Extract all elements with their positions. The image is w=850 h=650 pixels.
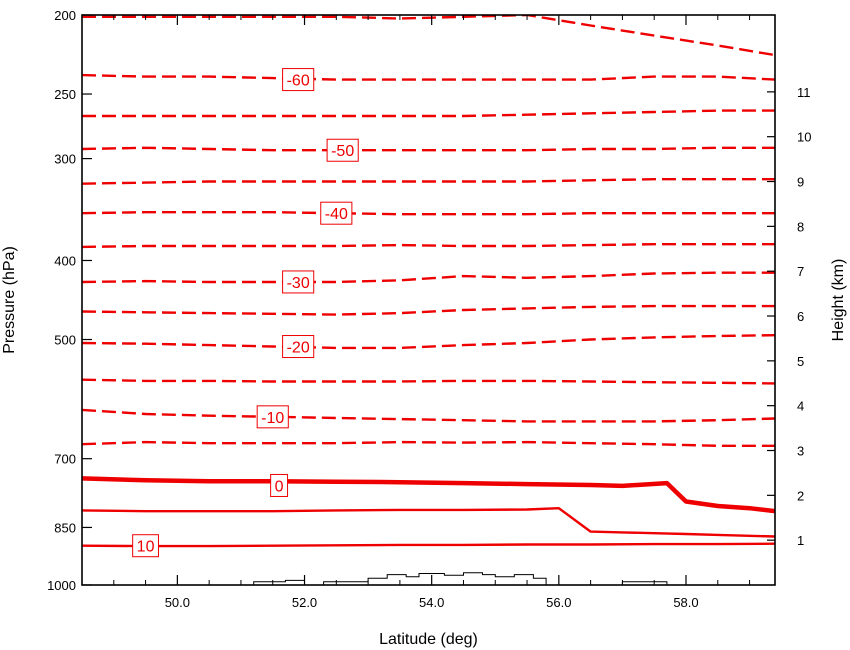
x-axis-title: Latitude (deg) (379, 631, 478, 648)
y2-axis-title: Height (km) (830, 259, 847, 342)
y2-tick-label: 3 (797, 444, 804, 459)
contour-line-m30 (82, 271, 775, 284)
y2-tick-label: 8 (797, 219, 804, 234)
contour-label: 0 (270, 473, 289, 497)
x-tick-label: 52.0 (292, 595, 317, 610)
contour-label-text: -10 (261, 410, 284, 427)
y2-tick-label: 7 (797, 264, 804, 279)
y-axis-title: Pressure (hPa) (1, 246, 18, 354)
contour-line-m35 (82, 243, 775, 249)
contour-line-m65 (82, 15, 775, 57)
contour-line-m5 (82, 440, 775, 447)
y2-tick-label: 4 (797, 399, 804, 414)
y2-tick-label: 11 (797, 85, 811, 100)
y-tick-label: 300 (54, 152, 76, 167)
y-tick-label: 850 (54, 520, 76, 535)
x-tick-label: 58.0 (673, 595, 698, 610)
contour-label: -10 (256, 405, 289, 429)
x-tick-label: 54.0 (419, 595, 444, 610)
contour-line-m60 (82, 73, 775, 81)
y-tick-label: 1000 (47, 578, 76, 593)
contour-label: -40 (320, 201, 353, 225)
contour-label-box (282, 270, 315, 294)
contour-line-0 (82, 476, 775, 514)
contour-label-text: -60 (287, 73, 310, 90)
contour-label: -50 (326, 138, 359, 162)
y2-tick-label: 1 (797, 533, 804, 548)
contour-label-box (320, 201, 353, 225)
y2-tick-label: 10 (797, 130, 811, 145)
contour-line-10 (82, 542, 775, 548)
y-tick-label: 500 (54, 333, 76, 348)
contour-label-text: -50 (331, 143, 354, 160)
contour-label-box (282, 335, 315, 359)
contour-label-text: 0 (275, 478, 284, 495)
x-tick-label: 50.0 (165, 595, 190, 610)
y2-tick-label: 9 (797, 175, 804, 190)
contour-line-m15 (82, 378, 775, 385)
contour-line-m40 (82, 211, 775, 216)
contour-line-m10 (82, 408, 775, 423)
contour-label-box (326, 138, 359, 162)
contour-labels-layer: 10 0 -10 -20 -30 -40 -50 -60 (132, 68, 359, 558)
contour-line-m55 (82, 109, 775, 118)
contour-label: -60 (282, 68, 315, 92)
y2-tick-label: 5 (797, 354, 804, 369)
contour-line-5 (82, 507, 775, 538)
x-axis: 50.0 52.0 54.0 56.0 58.0 (81, 15, 751, 610)
contour-line-m20 (82, 334, 775, 350)
y2-tick-label: 6 (797, 309, 804, 324)
contour-label-box (270, 473, 289, 497)
y-axis-pressure: 200 250 300 400 500 700 850 1000 (47, 8, 92, 593)
contour-label-text: -40 (325, 206, 348, 223)
y-tick-label: 700 (54, 452, 76, 467)
contour-label-box (282, 68, 315, 92)
contour-label-text: -30 (287, 275, 310, 292)
contour-label-text: 10 (137, 539, 155, 556)
contour-label: -30 (282, 270, 315, 294)
x-tick-label: 56.0 (546, 595, 571, 610)
y-tick-label: 200 (54, 8, 76, 23)
terrain-outline (323, 572, 547, 585)
contour-label-box (132, 534, 159, 558)
contour-label-box (256, 405, 289, 429)
contour-line-m25 (82, 304, 775, 316)
y-tick-label: 400 (54, 253, 76, 268)
contour-line-m50 (82, 146, 775, 152)
contour-label-text: -20 (287, 340, 310, 357)
contour-label: 10 (132, 534, 159, 558)
y2-tick-label: 2 (797, 488, 804, 503)
contour-line-m45 (82, 178, 775, 185)
contour-layer (82, 15, 775, 548)
plot-frame (81, 14, 776, 586)
y-axis-height: 1 2 3 4 5 6 7 8 9 10 11 (767, 85, 811, 548)
y-tick-label: 250 (54, 87, 76, 102)
terrain-layer (253, 572, 668, 585)
contour-label: -20 (282, 335, 315, 359)
